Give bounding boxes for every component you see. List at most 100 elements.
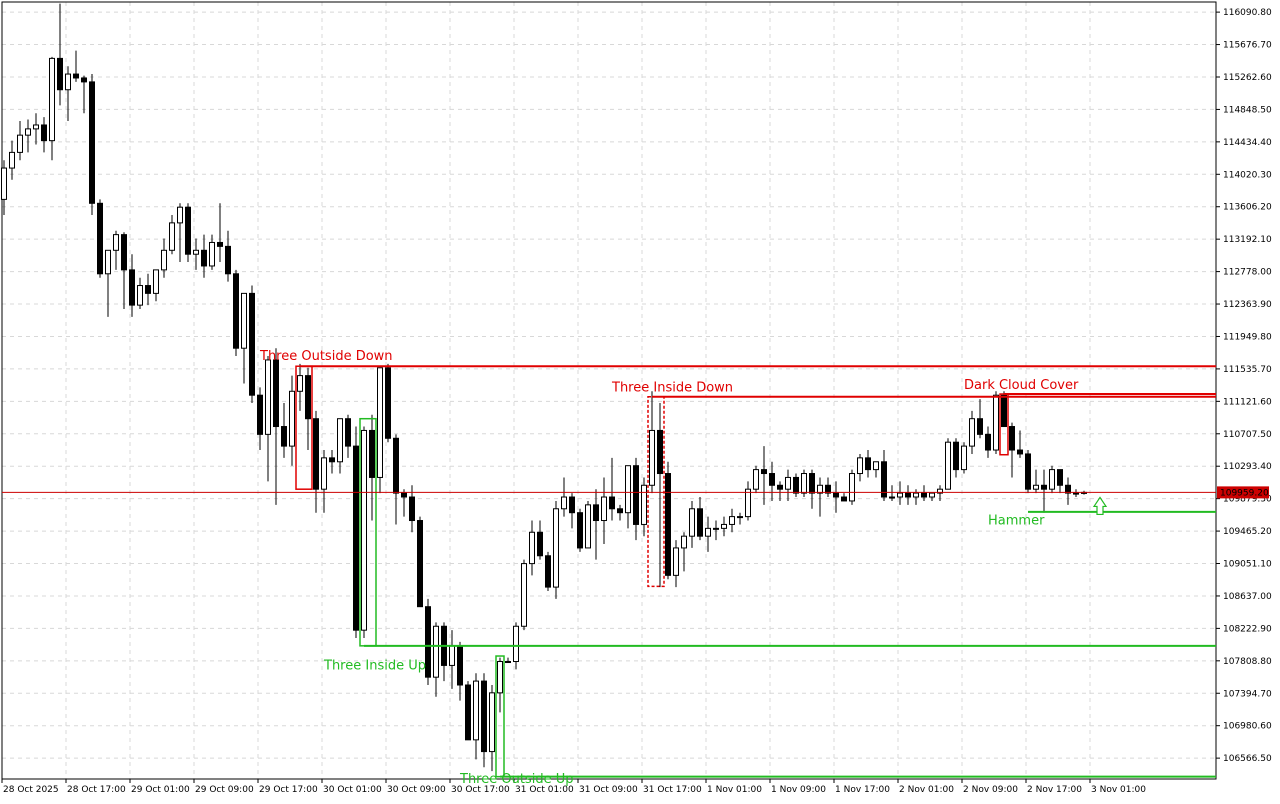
candle-body	[481, 680, 487, 753]
y-tick-label: 113192.10	[1223, 235, 1272, 245]
candle-body	[617, 508, 623, 514]
y-tick-label: 110293.40	[1223, 462, 1272, 472]
candle-body	[177, 206, 183, 224]
candle-body	[889, 496, 895, 499]
candle-body	[361, 429, 367, 631]
candle-body	[105, 249, 111, 275]
candle-body	[601, 496, 607, 522]
candle-body	[49, 57, 55, 142]
candle-body	[249, 292, 255, 396]
candle-body	[673, 547, 679, 576]
candle-body	[993, 394, 999, 451]
candle-body	[1041, 484, 1047, 490]
y-tick-label: 109051.10	[1223, 560, 1272, 570]
candle-body	[201, 249, 207, 267]
y-tick-label: 110707.50	[1223, 430, 1272, 440]
candle-body	[497, 661, 503, 694]
x-tick-label: 30 Oct 09:00	[387, 785, 446, 795]
candle-body	[33, 124, 39, 130]
y-tick-label: 106566.50	[1223, 754, 1272, 764]
y-tick-label: 111121.60	[1223, 397, 1272, 407]
candle-body	[377, 367, 383, 478]
candle-body	[17, 134, 23, 153]
candle-body	[801, 473, 807, 494]
x-tick-label: 2 Nov 17:00	[1027, 785, 1082, 795]
pattern-label: Three Inside Up	[323, 658, 426, 673]
candle-body	[609, 496, 615, 510]
candle-body	[273, 359, 279, 428]
pattern-box	[647, 396, 665, 588]
y-tick-label: 116090.80	[1223, 8, 1272, 18]
candle-body	[529, 531, 535, 565]
candle-body	[897, 492, 903, 498]
candle-body	[977, 418, 983, 435]
y-tick-label: 113606.20	[1223, 203, 1272, 213]
candle-body	[193, 249, 199, 255]
candle-body	[465, 684, 471, 741]
x-tick-label: 1 Nov 01:00	[707, 785, 762, 795]
pattern-label: Dark Cloud Cover	[964, 378, 1079, 393]
candle-body	[1025, 453, 1031, 490]
candle-body	[849, 473, 855, 502]
pattern-label: Three Inside Down	[611, 380, 733, 395]
x-tick-label: 29 Oct 01:00	[131, 785, 190, 795]
candle-body	[505, 661, 511, 664]
candle-body	[369, 429, 375, 478]
y-tick-label: 111949.80	[1223, 332, 1272, 342]
pattern-box	[999, 393, 1009, 456]
candle-body	[745, 488, 751, 518]
y-tick-label: 112778.00	[1223, 268, 1272, 278]
buy-arrow-icon	[1092, 496, 1108, 516]
candle-body	[217, 241, 223, 247]
candle-body	[521, 563, 527, 627]
y-tick-label: 106980.60	[1223, 722, 1272, 732]
candle-body	[473, 680, 479, 741]
candle-body	[625, 465, 631, 514]
candle-body	[409, 496, 415, 522]
candle-body	[97, 202, 103, 275]
candle-body	[313, 418, 319, 490]
x-tick-label: 30 Oct 17:00	[451, 785, 510, 795]
candle-body	[1, 167, 7, 200]
candle-body	[753, 469, 759, 490]
candle-body	[393, 437, 399, 494]
candle-body	[945, 441, 951, 490]
x-tick-label: 31 Oct 17:00	[643, 785, 702, 795]
y-tick-label: 109465.20	[1223, 527, 1272, 537]
candle-body	[137, 285, 143, 306]
y-tick-label: 115676.70	[1223, 41, 1272, 51]
candle-body	[73, 73, 79, 79]
candle-body	[297, 375, 303, 392]
candle-body	[689, 508, 695, 537]
pattern-box	[359, 417, 377, 647]
candle-body	[337, 418, 343, 463]
candle-body	[913, 492, 919, 498]
candle-body	[633, 465, 639, 525]
candle-body	[425, 606, 431, 678]
candle-body	[417, 520, 423, 608]
candle-body	[25, 128, 31, 136]
candle-body	[665, 473, 671, 576]
candle-body	[121, 234, 127, 271]
candle-body	[401, 492, 407, 498]
candle-body	[929, 492, 935, 498]
candle-body	[145, 285, 151, 294]
candle-body	[705, 527, 711, 537]
candle-body	[233, 273, 239, 349]
plot-frame	[1, 1, 1217, 780]
patterns: Three Outside Down Three Inside Down Dark …	[259, 349, 1216, 787]
candle-body	[873, 461, 879, 471]
x-axis: 28 Oct 2025 28 Oct 17:00 29 Oct 01:00 29 Oc…	[1, 779, 1146, 795]
candle-body	[769, 473, 775, 486]
candle-body	[225, 245, 231, 275]
candle-body	[681, 535, 687, 549]
candle-body	[89, 81, 95, 204]
candle-body	[969, 418, 975, 447]
candle-body	[345, 418, 351, 447]
candle-body	[1017, 449, 1023, 455]
candle-body	[1001, 394, 1007, 428]
candle-body	[329, 457, 335, 463]
candle-body	[537, 531, 543, 557]
current-price-tag	[1217, 486, 1269, 499]
